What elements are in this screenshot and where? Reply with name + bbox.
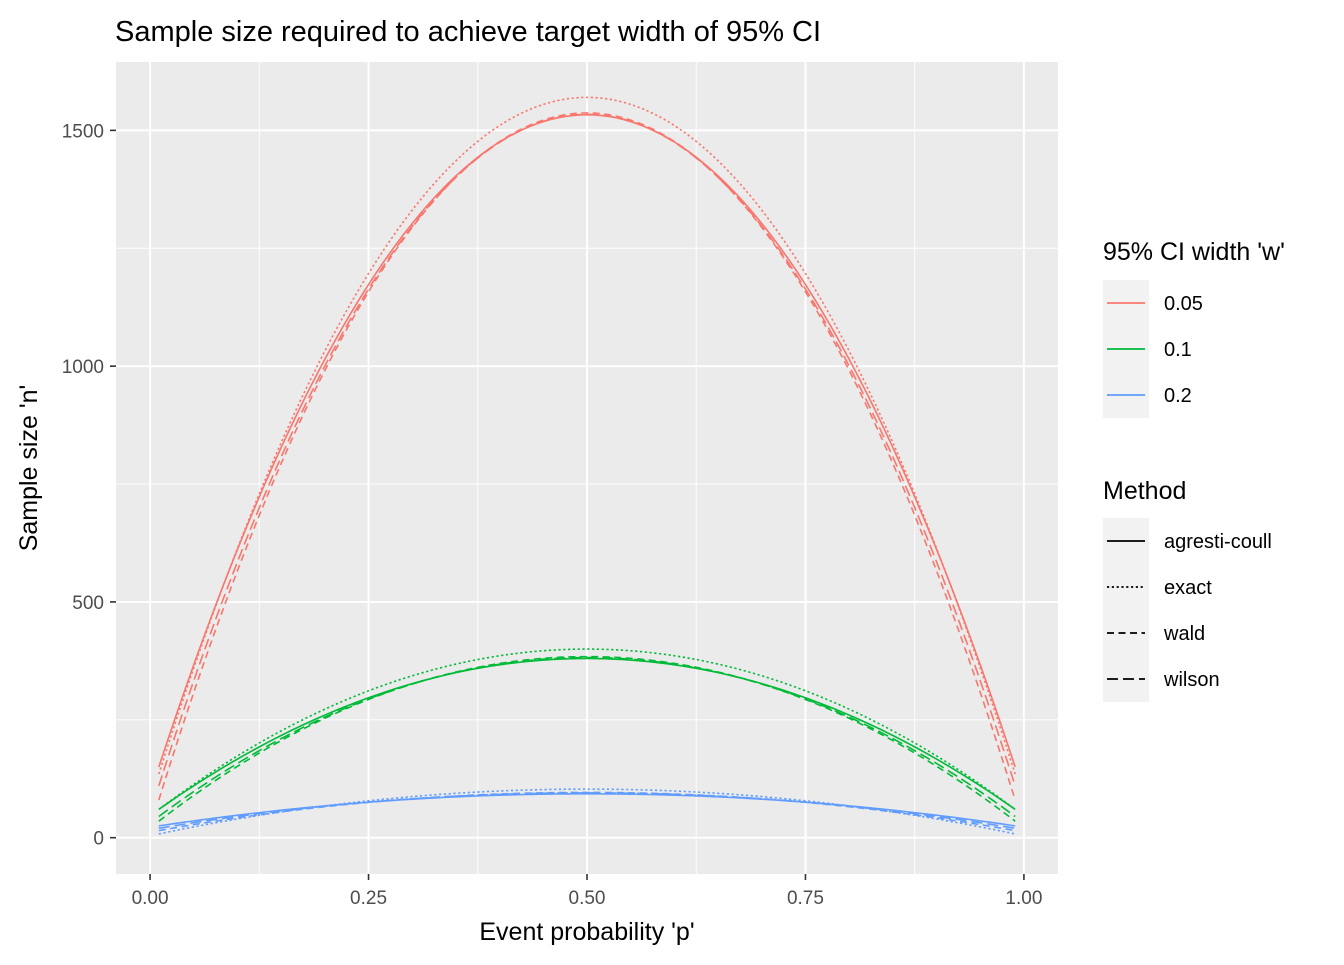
series-line	[158, 792, 1016, 830]
y-tick-label: 1000	[62, 357, 104, 378]
series-line	[158, 112, 1016, 801]
legend-label: 0.05	[1164, 293, 1203, 315]
x-axis-title: Event probability 'p'	[479, 918, 694, 946]
x-tick-label: 0.75	[787, 888, 824, 909]
series-line	[158, 656, 1016, 818]
method-legend: Method agresti-coull exact wald wilson	[1103, 477, 1272, 702]
series-line	[158, 648, 1016, 811]
x-tick-label: 0.25	[350, 888, 387, 909]
method-legend-title: Method	[1103, 477, 1186, 505]
method-legend-keys: agresti-coull exact wald wilson	[1103, 518, 1272, 702]
legend-label: 0.2	[1164, 385, 1192, 407]
x-tick-labels: 0.00 0.25 0.50 0.75 1.00	[132, 888, 1043, 909]
series-line	[158, 657, 1016, 811]
x-tick-label: 0.00	[132, 888, 169, 909]
color-legend: 95% CI width 'w' 0.05 0.1 0.2	[1103, 238, 1285, 418]
x-tick-label: 0.50	[569, 888, 606, 909]
legend-label: wald	[1163, 623, 1205, 645]
series-line	[158, 96, 1016, 775]
legend-label: 0.1	[1164, 339, 1192, 361]
grid-major	[116, 62, 1058, 874]
legend-label: exact	[1164, 577, 1212, 599]
series-line	[158, 114, 1016, 768]
x-tick-label: 1.00	[1005, 888, 1042, 909]
chart-title: Sample size required to achieve target w…	[115, 16, 821, 48]
y-axis-title: Sample size 'n'	[15, 385, 43, 552]
y-tick-labels: 0 500 1000 1500	[62, 121, 104, 849]
y-tick-label: 0	[93, 829, 104, 850]
color-legend-keys: 0.05 0.1 0.2	[1103, 280, 1203, 418]
legend-label: agresti-coull	[1164, 531, 1272, 553]
legend-label: wilson	[1163, 669, 1220, 691]
color-legend-title: 95% CI width 'w'	[1103, 238, 1285, 266]
series-line	[158, 655, 1016, 822]
y-tick-label: 1500	[62, 121, 104, 142]
series-layer	[158, 96, 1016, 835]
axis-ticks	[110, 129, 1025, 880]
y-tick-label: 500	[72, 593, 104, 614]
